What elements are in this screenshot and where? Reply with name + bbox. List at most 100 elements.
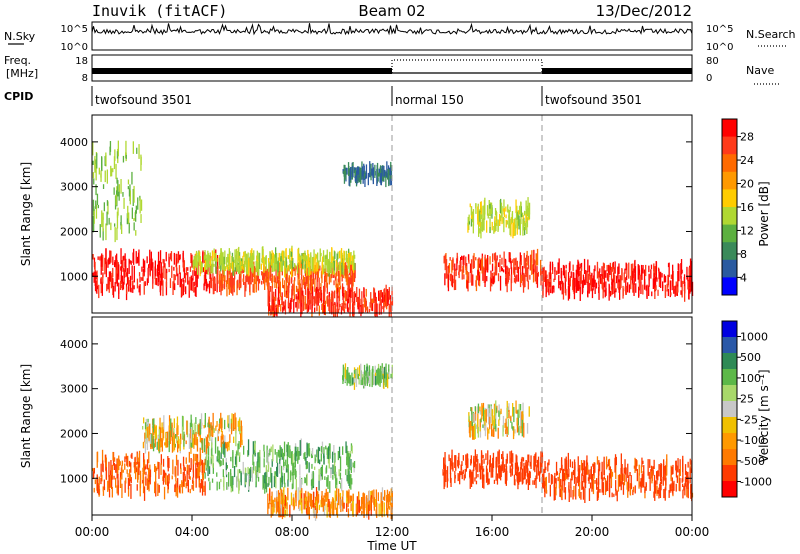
power-cell [612,278,614,294]
power-cell [262,275,264,280]
power-cell [540,259,542,276]
power-cell [128,222,130,234]
velocity-cell [192,480,194,484]
power-cell [599,268,601,273]
velocity-cell [126,469,128,474]
velocity-cell [479,463,481,472]
velocity-cell [338,446,341,459]
power-cell [509,206,511,212]
power-cell [159,250,162,264]
power-cell [147,267,149,283]
power-cell [569,276,571,282]
velocity-cell [311,479,313,490]
velocity-cell [477,459,479,473]
power-cell [564,276,566,294]
velocity-cell [665,465,667,477]
power-cell [182,257,185,272]
velocity-cell [256,472,258,479]
power-cell [110,250,112,263]
velocity-cell [203,485,205,492]
velocity-cell [119,461,121,466]
power-cell [152,283,154,289]
power-cell [118,184,120,193]
power-cell [107,259,109,268]
power-cell [215,253,217,265]
velocity-cell [311,453,313,459]
velocity-data [92,363,694,521]
power-cell [454,279,457,290]
power-cell [163,259,165,268]
velocity-cell [599,462,601,472]
velocity-cell [200,413,203,430]
velocity-cell [632,489,634,496]
velocity-cell [179,439,181,451]
power-cell [217,273,219,283]
velocity-cell [523,422,525,438]
power-cell [479,228,481,234]
velocity-cell [482,454,484,459]
power-cell [500,202,503,211]
power-cell [272,302,274,320]
velocity-cell [125,477,127,484]
power-cell [361,299,363,314]
power-cell [350,167,352,180]
power-cell [334,290,336,299]
velocity-cell [340,499,342,510]
velocity-cell [217,446,219,460]
power-cell [654,276,657,292]
power-cell [284,256,286,269]
power-cell [178,265,181,275]
velocity-cell [146,459,149,470]
velocity-cell [580,460,583,471]
power-cell [284,280,286,297]
velocity-cell [137,469,139,480]
velocity-cell [672,482,674,495]
x-tick-label: 00:00 [675,525,710,539]
power-cell [113,187,115,195]
velocity-cell [617,474,620,492]
velocity-cell [258,464,260,473]
power-cell [537,271,539,277]
velocity-cell [129,469,131,479]
power-cell [628,262,630,279]
power-cell [501,268,503,272]
velocity-cell [233,466,236,478]
power-cell [208,280,211,294]
power-cell [531,250,533,263]
velocity-cell [554,487,556,500]
power-cell [262,246,264,263]
velocity-cell [650,465,653,472]
velocity-cell [304,500,306,505]
power-cell [275,304,277,308]
velocity-cell [163,470,166,478]
velocity-cell [510,468,512,477]
power-cell [497,219,499,232]
power-cell [264,278,266,290]
power-cell [304,282,307,295]
velocity-cell [190,414,192,427]
power-cell [517,214,519,226]
velocity-cell [129,475,131,480]
velocity-cell [307,443,309,457]
velocity-cell [304,477,306,484]
velocity-cell [672,464,674,475]
power-cell [674,289,676,297]
velocity-cell [487,472,489,486]
power-cell [342,171,345,175]
velocity-cell [494,406,496,415]
velocity-cell [127,477,130,490]
velocity-cell [166,433,168,439]
power-cell [252,284,254,293]
power-cell [290,251,293,257]
power-cell [296,286,298,292]
velocity-cell [214,437,217,454]
velocity-cell [506,407,509,418]
power-cell [108,217,110,225]
power-cell [611,263,614,272]
power-cell [107,277,109,290]
power-cell [352,271,354,286]
power-cell [250,268,252,285]
velocity-cell [679,478,681,492]
